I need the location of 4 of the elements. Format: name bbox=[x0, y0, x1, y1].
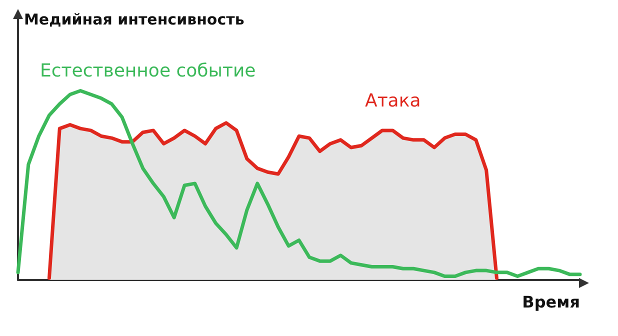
y-axis-title: Медийная интенсивность bbox=[24, 10, 244, 28]
x-axis-title: Время bbox=[522, 292, 580, 312]
series-label: Атака bbox=[365, 90, 421, 112]
series-label: Естественное событие bbox=[40, 60, 256, 82]
